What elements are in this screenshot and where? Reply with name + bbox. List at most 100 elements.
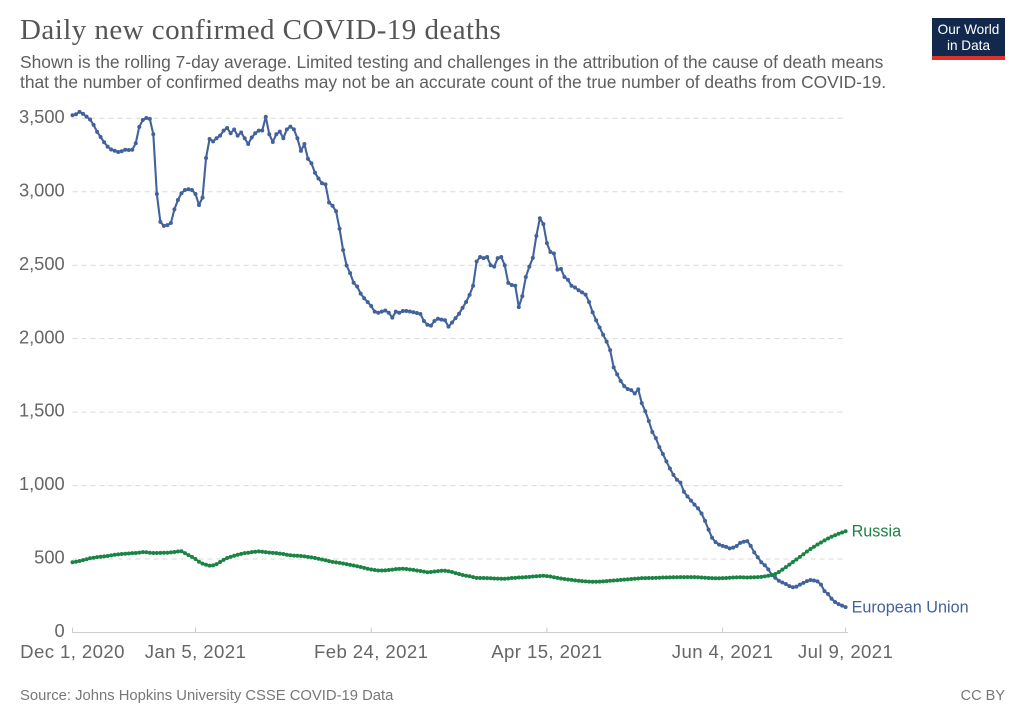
data-point-marker — [372, 309, 377, 314]
data-point-marker — [397, 310, 402, 315]
data-point-marker — [351, 563, 356, 568]
data-point-marker — [829, 596, 834, 601]
data-point-marker — [140, 118, 145, 123]
data-point-marker — [126, 551, 131, 556]
y-tick-label-3000: 3,000 — [19, 179, 65, 200]
data-point-marker — [267, 550, 272, 555]
data-point-marker — [681, 489, 686, 494]
data-point-marker — [320, 181, 324, 186]
data-point-marker — [218, 559, 223, 564]
data-point-marker — [320, 557, 324, 562]
data-point-marker — [544, 574, 549, 579]
data-point-marker — [414, 310, 419, 315]
data-point-marker — [211, 563, 216, 568]
data-point-marker — [650, 575, 655, 580]
data-point-marker — [270, 550, 275, 555]
data-point-marker — [843, 605, 848, 610]
data-point-marker — [327, 200, 332, 205]
data-point-marker — [537, 573, 542, 578]
data-point-marker — [499, 254, 504, 259]
data-point-marker — [555, 575, 560, 580]
data-point-marker — [780, 567, 785, 572]
data-point-marker — [358, 291, 363, 296]
data-point-marker — [116, 552, 121, 557]
data-point-marker — [341, 561, 346, 566]
data-point-marker — [608, 578, 613, 583]
data-point-marker — [815, 579, 820, 584]
data-point-marker — [471, 575, 476, 580]
data-point-marker — [95, 129, 100, 134]
data-point-marker — [457, 311, 462, 316]
data-point-marker — [499, 576, 504, 581]
data-point-marker — [421, 319, 426, 324]
data-point-marker — [660, 452, 665, 456]
data-point-marker — [70, 113, 75, 118]
data-point-marker — [305, 156, 310, 161]
data-point-marker — [776, 578, 781, 583]
data-point-marker — [200, 561, 205, 566]
data-point-marker — [379, 568, 384, 573]
data-point-marker — [671, 575, 676, 580]
data-point-marker — [576, 288, 581, 293]
data-point-marker — [439, 317, 444, 322]
data-point-marker — [664, 459, 669, 464]
data-point-marker — [706, 575, 711, 580]
data-point-marker — [232, 553, 237, 558]
data-point-marker — [548, 574, 553, 579]
data-point-marker — [840, 530, 845, 535]
data-point-marker — [291, 553, 296, 558]
data-point-marker — [284, 552, 289, 557]
data-point-marker — [527, 264, 532, 269]
data-point-marker — [657, 575, 662, 580]
data-point-marker — [625, 387, 630, 392]
data-point-marker — [435, 569, 440, 574]
data-point-marker — [407, 309, 412, 314]
data-point-marker — [502, 576, 507, 581]
data-point-marker — [565, 577, 570, 582]
data-point-marker — [815, 542, 820, 547]
data-point-marker — [372, 568, 377, 573]
data-point-marker — [256, 549, 261, 554]
data-point-marker — [214, 136, 219, 141]
data-point-marker — [643, 576, 648, 581]
data-point-marker — [833, 533, 838, 538]
data-point-marker — [790, 559, 795, 564]
data-point-marker — [383, 568, 388, 573]
data-point-marker — [692, 502, 697, 507]
data-point-marker — [126, 148, 131, 153]
data-point-marker — [622, 577, 627, 582]
data-point-marker — [81, 558, 86, 563]
series-label-european-union: European Union — [852, 598, 969, 616]
y-tick-label-0: 0 — [55, 620, 65, 641]
data-point-marker — [263, 114, 268, 119]
data-point-marker — [193, 191, 198, 196]
data-point-marker — [119, 149, 124, 154]
data-point-marker — [112, 148, 117, 153]
data-point-marker — [123, 147, 128, 152]
data-point-marker — [534, 233, 539, 238]
data-point-marker — [710, 576, 715, 581]
data-point-marker — [140, 550, 145, 555]
data-point-marker — [428, 323, 433, 328]
data-point-marker — [622, 384, 627, 389]
data-point-marker — [660, 575, 665, 580]
data-point-marker — [731, 575, 736, 580]
data-point-marker — [495, 576, 500, 581]
data-point-marker — [727, 575, 732, 580]
data-point-marker — [161, 550, 166, 555]
data-point-marker — [636, 387, 641, 392]
data-point-marker — [710, 535, 715, 540]
data-point-marker — [365, 300, 370, 305]
chart-title: Daily new confirmed COVID-19 deaths — [20, 14, 502, 46]
data-point-marker — [442, 318, 447, 323]
data-point-marker — [759, 574, 764, 579]
data-point-marker — [573, 578, 578, 583]
data-point-marker — [485, 254, 490, 259]
data-point-marker — [548, 249, 553, 254]
y-tick-label-2500: 2,500 — [19, 253, 65, 274]
data-point-marker — [91, 555, 96, 560]
data-point-marker — [284, 127, 289, 132]
data-point-marker — [442, 568, 447, 573]
